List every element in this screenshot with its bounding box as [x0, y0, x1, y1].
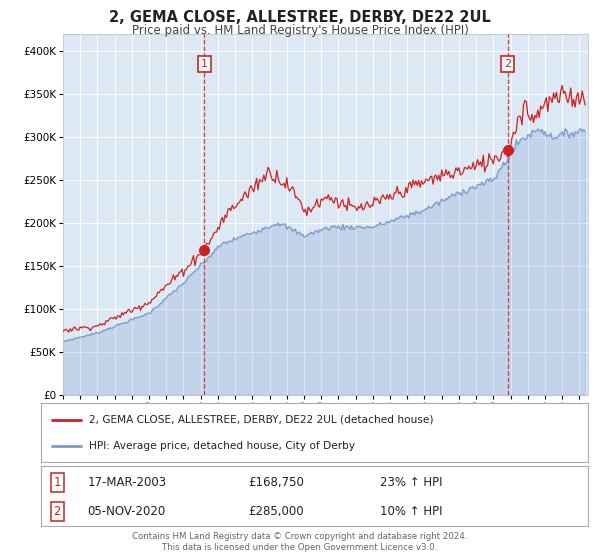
Text: 17-MAR-2003: 17-MAR-2003: [88, 476, 166, 489]
Text: £285,000: £285,000: [249, 505, 304, 519]
Text: Price paid vs. HM Land Registry's House Price Index (HPI): Price paid vs. HM Land Registry's House …: [131, 24, 469, 36]
Text: 1: 1: [201, 59, 208, 69]
Text: HPI: Average price, detached house, City of Derby: HPI: Average price, detached house, City…: [89, 441, 355, 451]
Text: 1: 1: [53, 476, 61, 489]
Text: 05-NOV-2020: 05-NOV-2020: [88, 505, 166, 519]
Text: 2, GEMA CLOSE, ALLESTREE, DERBY, DE22 2UL (detached house): 2, GEMA CLOSE, ALLESTREE, DERBY, DE22 2U…: [89, 414, 433, 424]
Text: 2, GEMA CLOSE, ALLESTREE, DERBY, DE22 2UL: 2, GEMA CLOSE, ALLESTREE, DERBY, DE22 2U…: [109, 10, 491, 25]
Text: 10% ↑ HPI: 10% ↑ HPI: [380, 505, 443, 519]
Text: 2: 2: [53, 505, 61, 519]
Text: 23% ↑ HPI: 23% ↑ HPI: [380, 476, 443, 489]
Text: Contains HM Land Registry data © Crown copyright and database right 2024.: Contains HM Land Registry data © Crown c…: [132, 532, 468, 541]
Text: £168,750: £168,750: [249, 476, 305, 489]
Text: 2: 2: [504, 59, 511, 69]
Text: This data is licensed under the Open Government Licence v3.0.: This data is licensed under the Open Gov…: [163, 543, 437, 552]
